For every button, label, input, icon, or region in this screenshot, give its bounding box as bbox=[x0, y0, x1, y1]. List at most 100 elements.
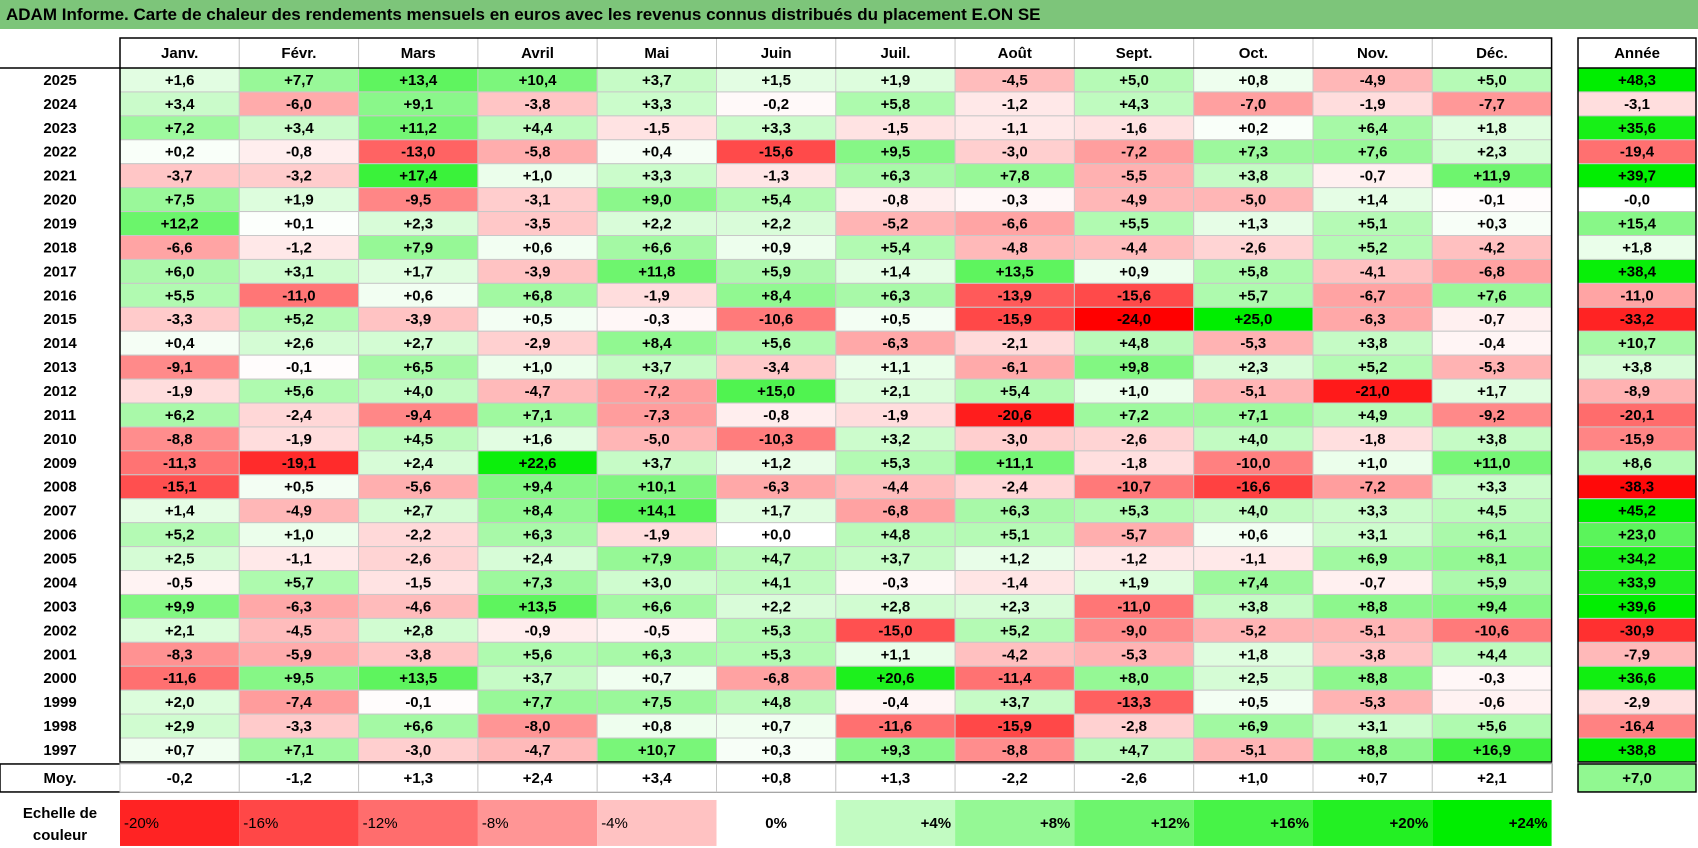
cell-value: -1,2 bbox=[286, 239, 312, 256]
annual-value: -8,9 bbox=[1624, 383, 1650, 400]
cell-value: -4,7 bbox=[525, 742, 551, 759]
cell-value: -4,2 bbox=[1479, 239, 1505, 256]
annual-value: -20,1 bbox=[1620, 407, 1654, 424]
cell-value: +12,2 bbox=[161, 216, 199, 233]
cell-value: +0,5 bbox=[523, 311, 553, 328]
scale-swatch bbox=[120, 799, 240, 846]
cell-value: -2,1 bbox=[1002, 335, 1028, 352]
cell-value: +5,9 bbox=[1477, 574, 1507, 591]
cell-value: -6,6 bbox=[167, 239, 193, 256]
cell-value: +13,4 bbox=[399, 72, 438, 89]
annual-value: +36,6 bbox=[1618, 670, 1656, 687]
cell-value: +6,8 bbox=[523, 287, 553, 304]
cell-value: +7,3 bbox=[523, 574, 553, 591]
cell-value: +1,4 bbox=[1358, 192, 1388, 209]
cell-value: -3,5 bbox=[525, 216, 551, 233]
cell-value: -5,5 bbox=[1121, 168, 1147, 185]
cell-value: -7,7 bbox=[1479, 96, 1505, 113]
year-label: 2017 bbox=[43, 263, 76, 280]
cell-value: -10,6 bbox=[759, 311, 793, 328]
average-cell bbox=[477, 763, 598, 793]
cell-value: -2,9 bbox=[525, 335, 551, 352]
cell-value: -6,3 bbox=[763, 479, 789, 496]
month-header-cell bbox=[1193, 37, 1314, 69]
annual-value: -7,9 bbox=[1624, 646, 1650, 663]
average-value: +2,1 bbox=[1477, 770, 1507, 787]
cell-value: +7,5 bbox=[165, 192, 195, 209]
month-header: Mai bbox=[644, 45, 669, 62]
cell-value: -11,3 bbox=[163, 455, 196, 472]
cell-value: -15,0 bbox=[878, 622, 912, 639]
cell-value: -7,4 bbox=[286, 694, 313, 711]
annual-value: +35,6 bbox=[1618, 120, 1656, 137]
cell-value: +5,6 bbox=[284, 383, 314, 400]
cell-value: -1,5 bbox=[644, 120, 670, 137]
cell-value: +1,6 bbox=[523, 431, 553, 448]
cell-value: -2,2 bbox=[405, 527, 431, 544]
cell-value: -0,1 bbox=[286, 359, 312, 376]
cell-value: -8,3 bbox=[167, 646, 193, 663]
cell-value: -1,2 bbox=[1002, 96, 1028, 113]
cell-value: +6,0 bbox=[165, 263, 195, 280]
cell-value: +5,5 bbox=[165, 287, 195, 304]
scale-swatch bbox=[358, 799, 478, 846]
cell-value: +2,7 bbox=[403, 503, 433, 520]
cell-value: -4,6 bbox=[405, 598, 431, 615]
scale-label-value: +4% bbox=[921, 815, 951, 832]
chart-title: ADAM Informe. Carte de chaleur des rende… bbox=[0, 0, 1698, 29]
average-value: +1,3 bbox=[403, 770, 433, 787]
cell-value: -9,2 bbox=[1479, 407, 1505, 424]
year-label: 1998 bbox=[43, 718, 76, 735]
annual-value: +33,9 bbox=[1618, 574, 1656, 591]
cell-value: +4,5 bbox=[403, 431, 433, 448]
cell-value: +6,6 bbox=[642, 239, 672, 256]
cell-value: +2,6 bbox=[284, 335, 314, 352]
average-annual-cell bbox=[1577, 763, 1697, 793]
cell-value: -1,2 bbox=[1121, 551, 1147, 568]
year-label: 2004 bbox=[43, 574, 77, 591]
cell-value: +20,6 bbox=[876, 670, 914, 687]
cell-value: +5,2 bbox=[1000, 622, 1030, 639]
cell-value: -4,4 bbox=[1121, 239, 1148, 256]
annual-header: Année bbox=[1614, 45, 1660, 62]
cell-value: -6,1 bbox=[1002, 359, 1028, 376]
cell-value: +7,3 bbox=[1239, 144, 1269, 161]
month-header: Janv. bbox=[161, 45, 198, 62]
average-label: Moy. bbox=[43, 770, 76, 787]
cell-value: +0,0 bbox=[761, 527, 791, 544]
cell-value: -0,3 bbox=[644, 311, 670, 328]
cell-value: -0,6 bbox=[1479, 694, 1505, 711]
cell-value: -5,2 bbox=[1240, 622, 1266, 639]
cell-value: +4,4 bbox=[523, 120, 553, 137]
cell-value: -5,1 bbox=[1360, 622, 1386, 639]
cell-value: -21,0 bbox=[1356, 383, 1390, 400]
cell-value: +3,7 bbox=[642, 359, 672, 376]
cell-value: +5,6 bbox=[523, 646, 553, 663]
cell-value: +0,2 bbox=[1239, 120, 1269, 137]
cell-value: +1,5 bbox=[761, 72, 791, 89]
cell-value: +14,1 bbox=[638, 503, 676, 520]
cell-value: +9,0 bbox=[642, 192, 672, 209]
average-annual-value: +7,0 bbox=[1622, 770, 1652, 787]
cell-value: +4,5 bbox=[1477, 503, 1507, 520]
cell-value: +4,4 bbox=[1477, 646, 1507, 663]
cell-value: +9,1 bbox=[403, 96, 433, 113]
month-header: Avril bbox=[521, 45, 554, 62]
cell-value: +5,4 bbox=[761, 192, 791, 209]
scale-swatch bbox=[955, 799, 1075, 846]
annual-value: +8,6 bbox=[1622, 455, 1652, 472]
average-value: -1,2 bbox=[286, 770, 312, 787]
cell-value: +2,4 bbox=[523, 551, 553, 568]
cell-value: -3,7 bbox=[167, 168, 193, 185]
year-label: 2013 bbox=[43, 359, 76, 376]
cell-value: +6,3 bbox=[881, 287, 911, 304]
cell-value: -13,3 bbox=[1117, 694, 1151, 711]
year-label: 2016 bbox=[43, 287, 76, 304]
cell-value: +7,1 bbox=[523, 407, 553, 424]
scale-label: Echelle de bbox=[23, 805, 97, 822]
cell-value: -5,3 bbox=[1240, 335, 1266, 352]
cell-value: +10,7 bbox=[638, 742, 676, 759]
cell-value: +5,8 bbox=[881, 96, 911, 113]
cell-value: -8,0 bbox=[525, 718, 551, 735]
annual-value: +34,2 bbox=[1618, 551, 1656, 568]
